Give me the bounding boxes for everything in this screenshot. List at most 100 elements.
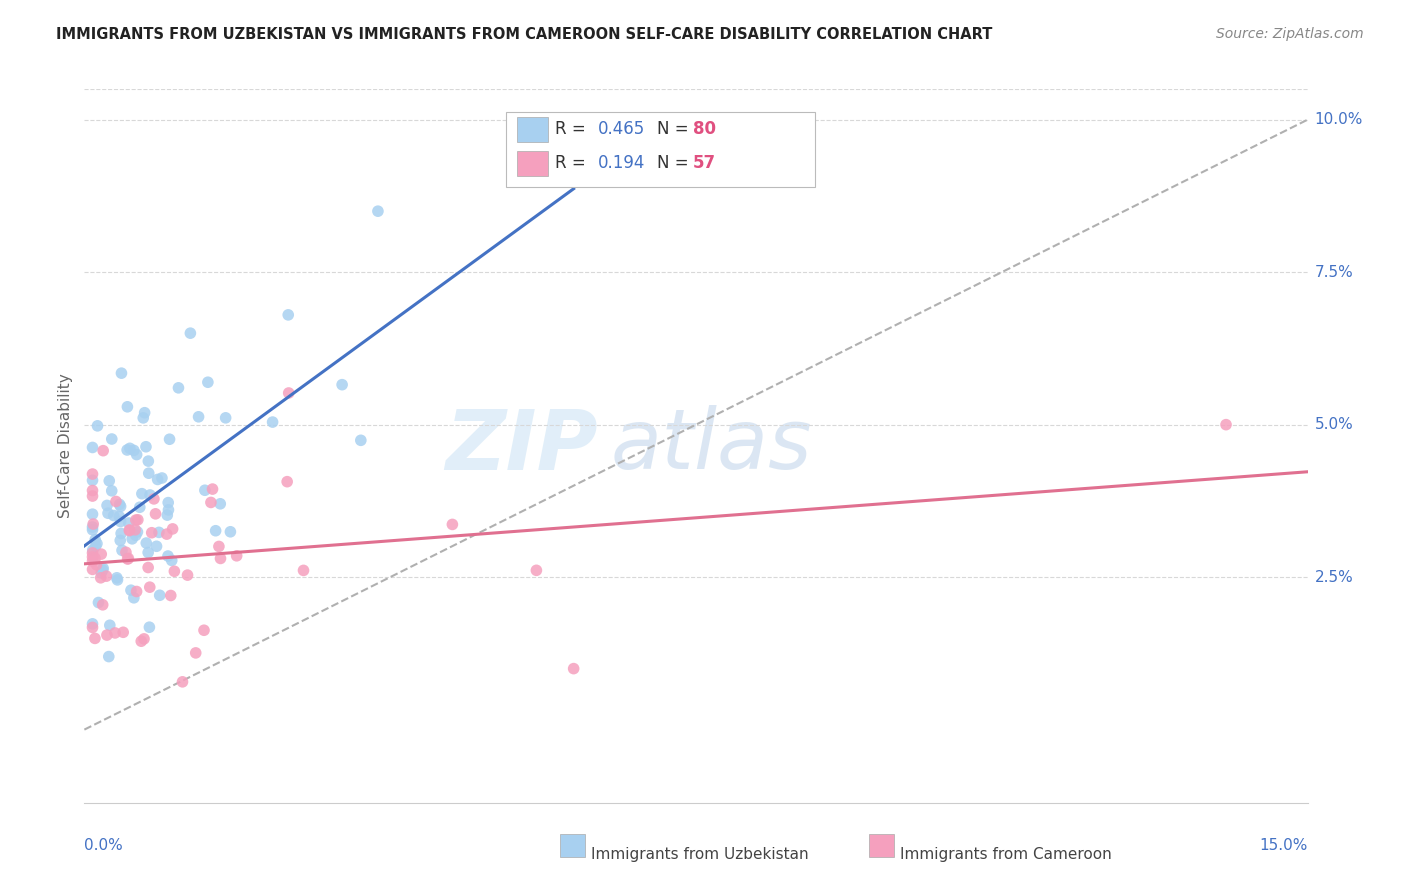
- Point: [156, 549, 179, 563]
- Point: [129, 634, 152, 648]
- Point: [142, 491, 165, 506]
- Point: [86, 418, 108, 433]
- Point: [82, 473, 104, 487]
- Point: [145, 539, 167, 553]
- Point: [135, 440, 157, 454]
- Point: [104, 626, 127, 640]
- Point: [100, 483, 122, 498]
- Point: [82, 516, 104, 531]
- Point: [157, 495, 180, 509]
- Point: [110, 515, 132, 529]
- Point: [91, 563, 114, 577]
- Text: atlas: atlas: [610, 406, 813, 486]
- Point: [197, 376, 219, 390]
- Point: [86, 558, 108, 572]
- Text: 5.0%: 5.0%: [1315, 417, 1354, 432]
- Point: [96, 499, 118, 513]
- Point: [132, 410, 155, 425]
- Point: [101, 432, 124, 446]
- Point: [110, 500, 132, 514]
- Point: [117, 400, 139, 414]
- Point: [82, 467, 104, 481]
- Point: [150, 471, 173, 485]
- Point: [98, 474, 121, 488]
- Point: [121, 532, 143, 546]
- Point: [193, 624, 215, 638]
- Text: 0.465: 0.465: [598, 120, 645, 138]
- Point: [208, 540, 231, 554]
- Point: [120, 583, 142, 598]
- Point: [82, 616, 104, 631]
- Point: [82, 620, 104, 634]
- Point: [194, 483, 217, 498]
- Point: [118, 524, 141, 538]
- Point: [97, 649, 120, 664]
- Point: [136, 545, 159, 559]
- Point: [125, 513, 148, 527]
- Point: [82, 507, 104, 521]
- Text: 0.0%: 0.0%: [84, 838, 124, 854]
- Point: [367, 204, 389, 219]
- Point: [90, 547, 112, 561]
- Point: [117, 551, 139, 566]
- Point: [82, 520, 104, 534]
- Point: [110, 366, 132, 380]
- Point: [118, 523, 141, 537]
- Point: [84, 632, 107, 646]
- Point: [160, 553, 183, 567]
- Text: 7.5%: 7.5%: [1315, 265, 1354, 280]
- Point: [91, 561, 114, 575]
- Point: [82, 543, 104, 558]
- Point: [139, 580, 162, 594]
- Point: [112, 625, 135, 640]
- Point: [125, 528, 148, 542]
- Point: [122, 591, 145, 605]
- Point: [176, 568, 198, 582]
- Point: [219, 524, 242, 539]
- Point: [141, 525, 163, 540]
- Point: [98, 618, 121, 632]
- Point: [179, 326, 201, 341]
- Point: [159, 589, 181, 603]
- Point: [292, 563, 315, 577]
- Point: [82, 483, 104, 498]
- Point: [200, 495, 222, 509]
- Point: [118, 442, 141, 456]
- Text: ZIP: ZIP: [446, 406, 598, 486]
- Point: [82, 549, 104, 564]
- Point: [96, 628, 118, 642]
- Text: N =: N =: [657, 154, 693, 172]
- Point: [167, 381, 190, 395]
- Point: [134, 406, 156, 420]
- Point: [159, 432, 181, 446]
- Point: [107, 573, 129, 587]
- Point: [1215, 417, 1237, 432]
- Point: [103, 508, 125, 523]
- Point: [96, 569, 118, 583]
- Point: [562, 662, 585, 676]
- Point: [136, 560, 159, 574]
- Point: [139, 488, 162, 502]
- Point: [125, 584, 148, 599]
- Point: [84, 551, 107, 566]
- Point: [132, 632, 155, 646]
- Point: [90, 571, 112, 585]
- Point: [148, 525, 170, 540]
- Point: [104, 494, 127, 508]
- Point: [184, 646, 207, 660]
- Point: [105, 571, 128, 585]
- Point: [82, 562, 104, 576]
- Point: [82, 489, 104, 503]
- Y-axis label: Self-Care Disability: Self-Care Disability: [58, 374, 73, 518]
- Point: [225, 549, 247, 563]
- Point: [115, 442, 138, 457]
- Point: [110, 526, 132, 541]
- Text: R =: R =: [555, 120, 592, 138]
- Point: [111, 543, 134, 558]
- Point: [135, 536, 157, 550]
- Point: [138, 467, 160, 481]
- Text: Source: ZipAtlas.com: Source: ZipAtlas.com: [1216, 27, 1364, 41]
- Point: [277, 308, 299, 322]
- Point: [187, 409, 209, 424]
- Point: [156, 527, 179, 541]
